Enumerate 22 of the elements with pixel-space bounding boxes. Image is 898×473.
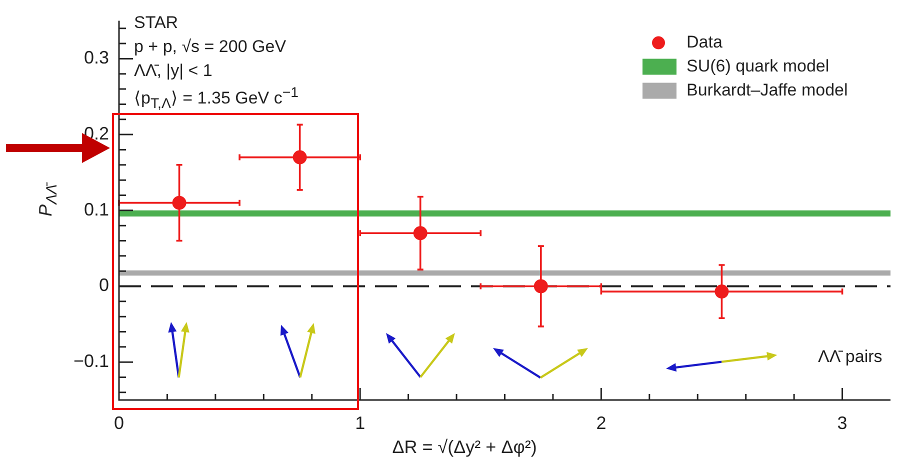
x-axis-title: ΔR = √(Δy² + Δφ²) [392, 437, 537, 457]
legend-label: Data [686, 32, 723, 52]
legend-label: Burkardt–Jaffe model [686, 80, 848, 100]
annotation: p + p, √s = 200 GeV [134, 37, 286, 56]
point [534, 279, 548, 294]
annotation: ΛΛ̄, |y| < 1 [134, 61, 212, 80]
x-tick-label: 2 [596, 412, 606, 433]
x-tick-label: 0 [114, 412, 124, 433]
point [413, 226, 428, 240]
legend-label: SU(6) quark model [686, 56, 830, 76]
annotation: ΛΛ̄ pairs [818, 347, 882, 366]
point [714, 284, 729, 299]
x-tick-label: 1 [355, 412, 366, 433]
annotation: ⟨p$_{T,Λ}$⟩ = 1.35 GeV c$^{−1}$ [134, 85, 299, 112]
y-tick-label: 0.3 [84, 48, 109, 68]
y-tick-label: 0 [98, 275, 109, 296]
y-tick-label: 0.1 [84, 199, 109, 220]
point [172, 196, 186, 210]
y-tick-label: −0.1 [73, 351, 109, 372]
point [292, 150, 307, 164]
x-tick-label: 3 [837, 412, 848, 433]
annotation: STAR [134, 13, 178, 32]
